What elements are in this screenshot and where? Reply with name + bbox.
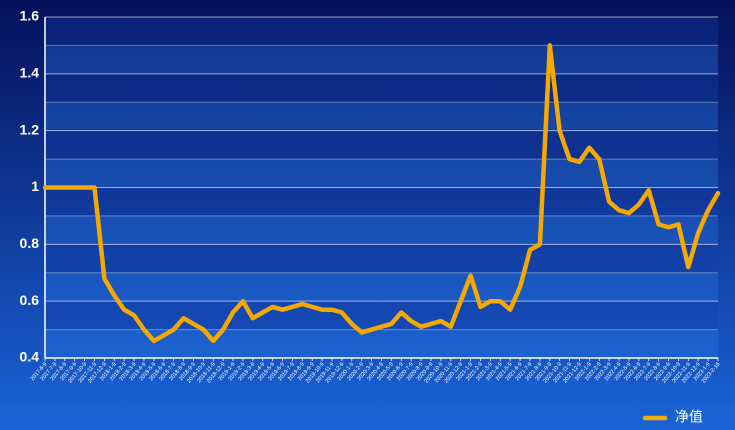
- band: [45, 244, 718, 273]
- band: [45, 187, 718, 216]
- legend-label: 净值: [675, 409, 703, 425]
- y-tick-label: 0.8: [20, 235, 40, 251]
- band: [45, 102, 718, 131]
- band: [45, 45, 718, 74]
- band: [45, 73, 718, 103]
- band: [45, 17, 718, 46]
- series-line: [42, 43, 721, 344]
- band: [45, 215, 718, 245]
- y-tick-label: 1.2: [20, 121, 40, 137]
- band: [45, 272, 718, 302]
- band: [45, 130, 718, 160]
- y-tick-label: 1: [31, 178, 39, 194]
- y-tick-label: 0.4: [20, 349, 40, 365]
- y-tick-label: 0.6: [20, 292, 40, 308]
- band: [45, 159, 718, 188]
- y-tick-label: 1.4: [20, 65, 40, 81]
- plot-area: 0.40.60.811.21.41.62017-6-92017-7-92017-…: [20, 8, 722, 385]
- band: [45, 329, 718, 358]
- y-tick-label: 1.6: [20, 8, 40, 24]
